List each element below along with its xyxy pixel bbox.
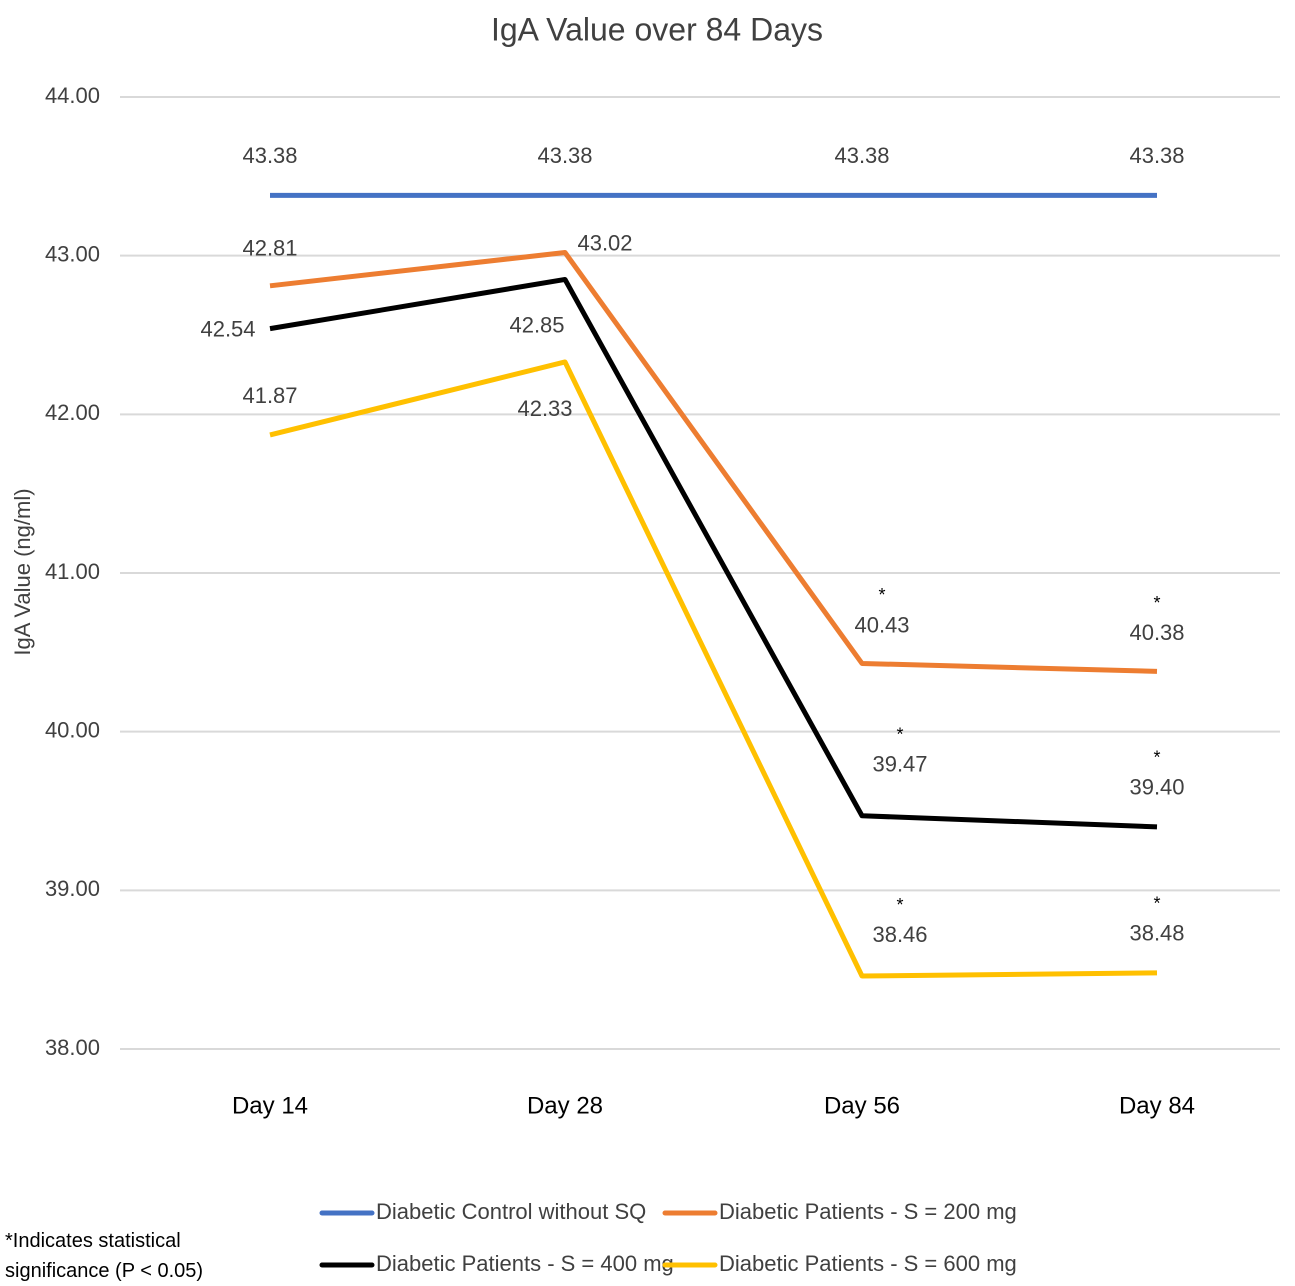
y-tick-label: 38.00 [45,1035,100,1060]
data-label: 38.48 [1129,921,1184,946]
legend-label: Diabetic Patients - S = 600 mg [719,1251,1017,1276]
significance-marker: * [896,895,903,915]
data-label: 39.40 [1129,775,1184,800]
y-axis-label: IgA Value (ng/ml) [10,488,35,655]
y-tick-label: 43.00 [45,241,100,266]
x-tick-label: Day 14 [232,1092,308,1119]
data-label: 42.81 [242,236,297,261]
significance-marker: * [878,585,885,605]
significance-marker: * [1153,748,1160,768]
data-label: 40.43 [854,612,909,637]
data-label: 42.54 [200,316,255,341]
x-tick-label: Day 56 [824,1092,900,1119]
y-tick-label: 41.00 [45,559,100,584]
x-tick-label: Day 84 [1119,1092,1195,1119]
data-label: 43.38 [834,143,889,168]
data-label: 43.38 [1129,143,1184,168]
chart-title: IgA Value over 84 Days [491,11,823,47]
series-line [269,359,1158,979]
data-label: 43.38 [242,143,297,168]
data-label: 41.87 [242,383,297,408]
data-label: 39.47 [872,752,927,777]
data-label: 40.38 [1129,620,1184,645]
legend-label: Diabetic Patients - S = 400 mg [376,1251,674,1276]
x-tick-label: Day 28 [527,1092,603,1119]
y-tick-label: 40.00 [45,717,100,742]
data-label: 43.02 [577,230,632,255]
footnote: *Indicates statistical significance (P <… [5,1230,204,1282]
data-label: 42.85 [509,312,564,337]
series-line [269,276,1158,830]
significance-marker: * [1153,593,1160,613]
y-tick-label: 42.00 [45,400,100,425]
y-tick-label: 44.00 [45,83,100,108]
y-tick-label: 39.00 [45,876,100,901]
data-label: 43.38 [537,143,592,168]
legend-label: Diabetic Patients - S = 200 mg [719,1199,1017,1224]
data-label: 42.33 [517,396,572,421]
series-line [269,249,1158,674]
significance-marker: * [1153,894,1160,914]
significance-marker: * [896,725,903,745]
legend-label: Diabetic Control without SQ [376,1199,646,1224]
data-label: 38.46 [872,922,927,947]
